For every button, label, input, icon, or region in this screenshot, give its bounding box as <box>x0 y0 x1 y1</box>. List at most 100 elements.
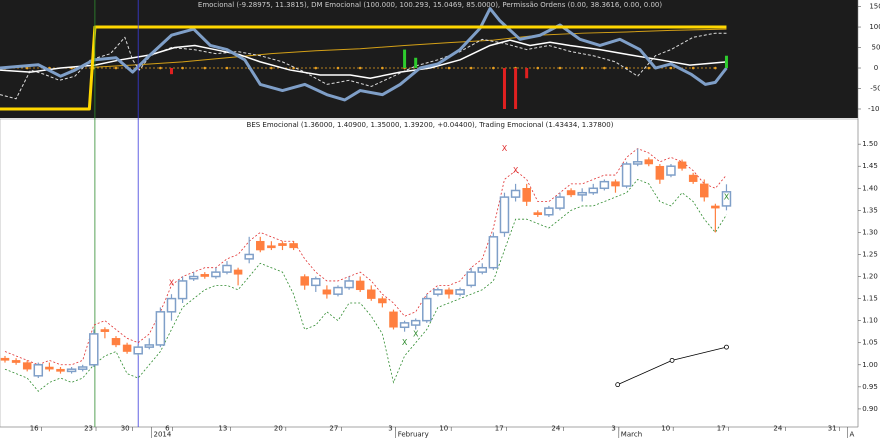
indicator-dot <box>669 66 673 70</box>
indicator-dot <box>114 66 118 70</box>
candle-body <box>599 180 610 190</box>
candle-body <box>389 311 398 328</box>
y-tick-label: -50 <box>870 85 880 93</box>
candle-body <box>45 366 54 370</box>
candle-body <box>188 275 199 280</box>
indicator-dot <box>381 66 384 70</box>
candle-body <box>422 297 432 322</box>
indicator-dot <box>469 66 473 70</box>
x-tick-label: 3 <box>388 425 392 433</box>
signal-bar <box>414 57 418 69</box>
y-tick-label: 0.95 <box>862 383 878 391</box>
x-tick-label: 17 <box>717 425 726 433</box>
x-tick-label: 20 <box>274 425 283 433</box>
month-label: A <box>849 431 854 438</box>
indicator-dot <box>203 66 207 70</box>
y-tick-label: -100 <box>868 105 880 113</box>
y-tick-label: 50 <box>872 44 880 52</box>
signal-marker: X <box>502 144 508 153</box>
candle-body <box>677 161 687 169</box>
candle-body <box>632 161 643 165</box>
indicator-dot <box>336 66 340 70</box>
candle-body <box>222 264 232 273</box>
y-tick-label: 1.10 <box>862 317 878 325</box>
y-tick-label: 0.90 <box>862 405 878 413</box>
indicator-dot <box>159 66 162 70</box>
candle-body <box>577 191 587 196</box>
indicator-line <box>0 25 727 111</box>
band-line <box>4 148 727 366</box>
signal-marker: X <box>724 193 730 202</box>
y-tick-label: 1.35 <box>862 206 878 214</box>
candle-body <box>200 274 210 277</box>
candle-body <box>344 280 354 289</box>
candle-body <box>510 189 521 198</box>
candle-body <box>177 280 188 300</box>
x-tick-label: 10 <box>661 425 670 433</box>
x-tick-label: 24 <box>773 425 782 433</box>
indicator-dot <box>447 66 451 70</box>
month-label: March <box>621 431 642 438</box>
indicator-dot <box>536 66 540 70</box>
indicator-dot <box>314 66 318 70</box>
candle-body <box>700 183 709 198</box>
trend-point <box>724 344 729 350</box>
y-tick-label: 1.25 <box>862 250 878 258</box>
candle-body <box>444 289 454 295</box>
candle-body <box>466 271 476 287</box>
signal-bar <box>403 49 407 69</box>
candle-body <box>11 360 21 363</box>
candle-body <box>278 243 287 246</box>
signal-marker: X <box>402 338 408 347</box>
candle-body <box>33 364 44 377</box>
candle-body <box>322 289 332 295</box>
candle-body <box>711 205 720 209</box>
y-tick-label: 0 <box>874 64 878 72</box>
candle-body <box>244 253 254 260</box>
signal-bar <box>525 68 529 79</box>
candle-body <box>499 196 510 234</box>
x-tick-label: 6 <box>165 425 170 433</box>
candle-body <box>477 266 488 273</box>
indicator-line <box>93 28 727 68</box>
x-tick-label: 23 <box>84 425 93 433</box>
y-tick-label: 100 <box>869 23 880 31</box>
indicator-dot <box>225 66 229 70</box>
candle-body <box>66 368 77 373</box>
candle-body <box>256 240 265 251</box>
candle-body <box>355 280 365 291</box>
y-tick-label: 1.40 <box>862 184 878 192</box>
indicator-dot <box>558 66 562 70</box>
x-tick-label: 30 <box>121 425 130 433</box>
indicator-dot <box>647 66 651 70</box>
candle-body <box>488 236 499 269</box>
indicator-dot <box>492 66 495 70</box>
x-tick-label: 3 <box>611 425 615 433</box>
indicator-line <box>0 32 727 100</box>
x-tick-label: 24 <box>551 425 560 433</box>
indicator-dot <box>603 66 606 70</box>
oscillator-title: Emocional (-9.28975, 11.3815), DM Emocio… <box>198 1 662 9</box>
candle-body <box>611 181 620 187</box>
signal-bar <box>514 68 518 109</box>
candle-body <box>166 297 177 313</box>
candle-body <box>555 196 565 209</box>
candle-body <box>311 277 321 287</box>
trend-point <box>669 357 675 363</box>
candle-body <box>233 269 243 275</box>
band-line <box>4 178 727 392</box>
price-title: BES Emocional (1.36000, 1.40900, 1.35000… <box>247 121 614 129</box>
candle-body <box>155 311 166 346</box>
candle-body <box>566 190 576 196</box>
y-tick-label: 1.50 <box>862 140 878 148</box>
candle-body <box>655 165 665 180</box>
candle-body <box>721 191 732 207</box>
candle-body <box>77 366 88 370</box>
y-tick-label: 1.30 <box>862 228 878 236</box>
y-tick-label: 1.20 <box>862 273 878 281</box>
indicator-dot <box>25 66 29 70</box>
candle-body <box>333 286 343 295</box>
y-tick-label: 1.15 <box>862 295 878 303</box>
indicator-dot <box>714 66 717 70</box>
signal-bar <box>169 68 173 75</box>
